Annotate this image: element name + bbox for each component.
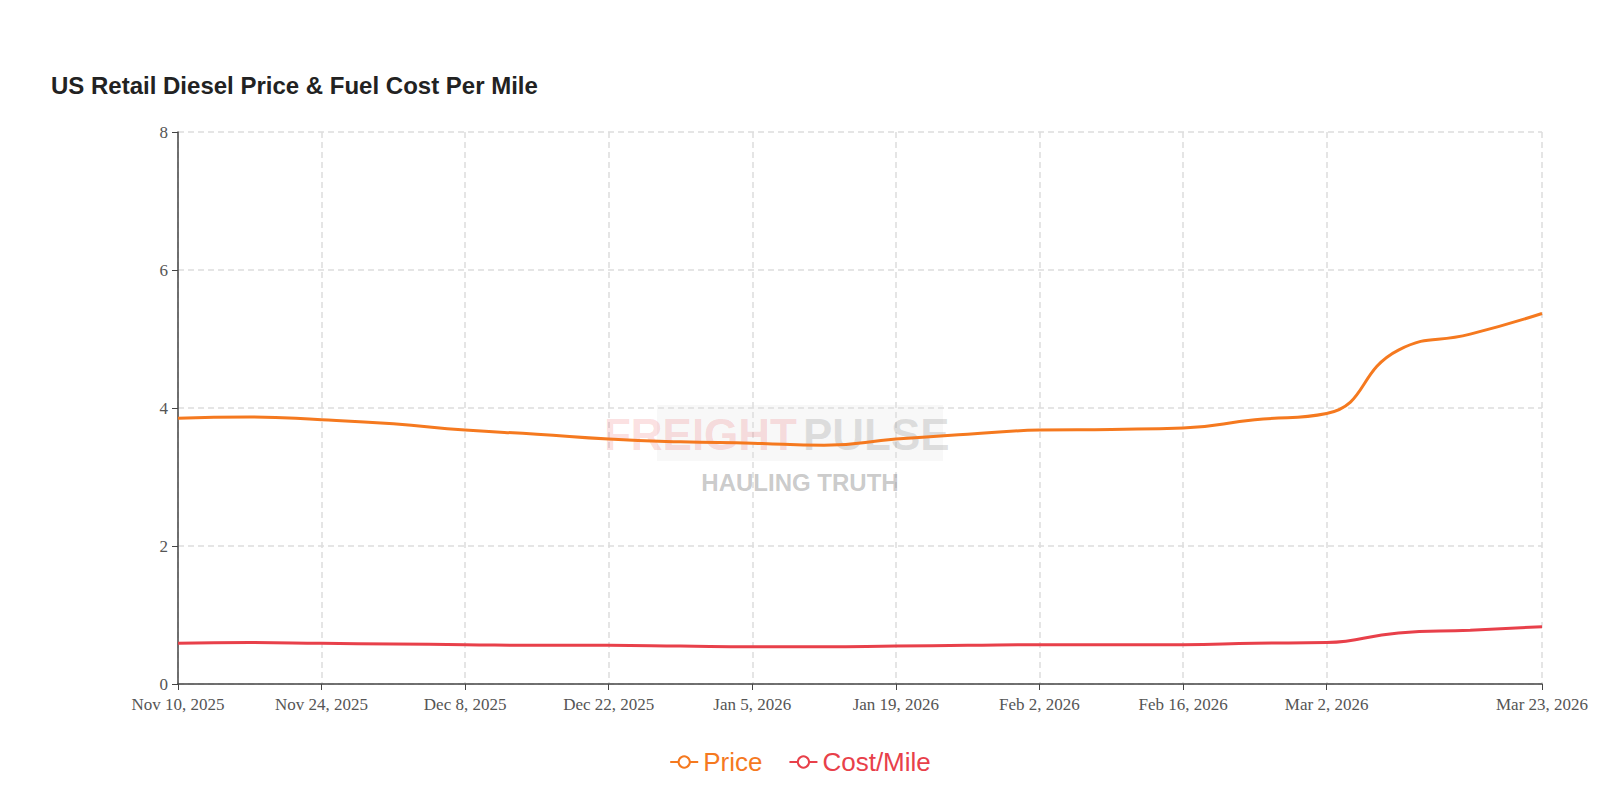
svg-text:PULSE: PULSE [803,410,950,459]
svg-text:Feb 2, 2026: Feb 2, 2026 [999,695,1080,714]
svg-text:Feb 16, 2026: Feb 16, 2026 [1138,695,1227,714]
svg-text:2: 2 [160,537,169,556]
svg-text:Nov 10, 2025: Nov 10, 2025 [131,695,224,714]
svg-text:4: 4 [160,399,169,418]
svg-text:Dec 8, 2025: Dec 8, 2025 [424,695,507,714]
svg-text:Jan 5, 2026: Jan 5, 2026 [713,695,791,714]
svg-text:Mar 2, 2026: Mar 2, 2026 [1285,695,1369,714]
svg-text:Dec 22, 2025: Dec 22, 2025 [563,695,654,714]
svg-text:Cost/Mile: Cost/Mile [822,747,930,777]
svg-text:0: 0 [160,675,169,694]
svg-text:Price: Price [703,747,762,777]
svg-text:Jan 19, 2026: Jan 19, 2026 [853,695,939,714]
svg-text:Mar 23, 2026: Mar 23, 2026 [1496,695,1588,714]
svg-text:Nov 24, 2025: Nov 24, 2025 [275,695,368,714]
svg-text:HAULING TRUTH: HAULING TRUTH [701,469,898,496]
svg-text:FREIGHT: FREIGHT [604,410,797,459]
svg-text:8: 8 [160,123,169,142]
svg-text:6: 6 [160,261,169,280]
svg-text:US Retail Diesel Price & Fuel: US Retail Diesel Price & Fuel Cost Per M… [51,72,538,99]
